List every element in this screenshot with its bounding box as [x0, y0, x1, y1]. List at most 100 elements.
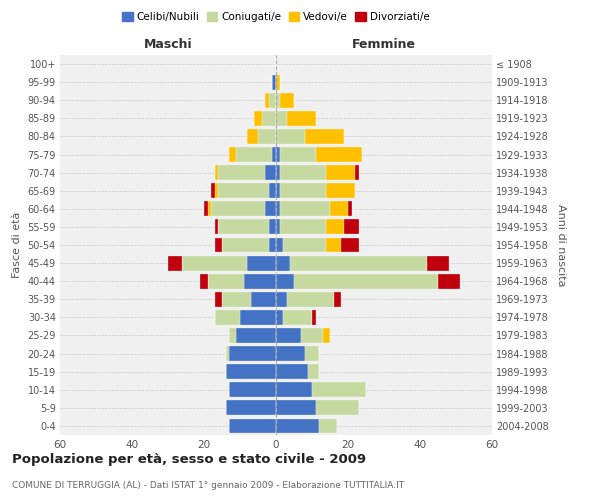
Bar [276, 418, 319, 434]
Bar [276, 93, 280, 108]
Bar [226, 364, 276, 379]
Bar [276, 328, 301, 343]
Bar [276, 364, 308, 379]
Bar [218, 165, 265, 180]
Bar [229, 346, 276, 361]
Text: Femmine: Femmine [352, 38, 416, 52]
Bar [305, 129, 344, 144]
Bar [229, 328, 236, 343]
Bar [287, 292, 334, 306]
Bar [247, 129, 258, 144]
Bar [276, 147, 280, 162]
Bar [236, 147, 272, 162]
Bar [244, 274, 276, 288]
Bar [168, 256, 182, 270]
Bar [272, 74, 276, 90]
Bar [222, 238, 269, 252]
Bar [229, 147, 236, 162]
Bar [334, 292, 341, 306]
Bar [276, 220, 280, 234]
Bar [247, 256, 276, 270]
Bar [215, 165, 218, 180]
Bar [236, 328, 276, 343]
Bar [240, 310, 276, 325]
Bar [330, 202, 348, 216]
Bar [280, 165, 326, 180]
Bar [280, 220, 326, 234]
Bar [269, 238, 276, 252]
Bar [276, 382, 312, 397]
Bar [312, 382, 366, 397]
Bar [269, 220, 276, 234]
Bar [276, 129, 305, 144]
Bar [323, 328, 330, 343]
Bar [211, 202, 265, 216]
Bar [276, 238, 283, 252]
Bar [316, 400, 359, 415]
Text: COMUNE DI TERRUGGIA (AL) - Dati ISTAT 1° gennaio 2009 - Elaborazione TUTTITALIA.: COMUNE DI TERRUGGIA (AL) - Dati ISTAT 1°… [12, 480, 404, 490]
Bar [290, 256, 427, 270]
Bar [208, 202, 211, 216]
Bar [283, 238, 326, 252]
Bar [226, 400, 276, 415]
Bar [251, 292, 276, 306]
Bar [276, 256, 290, 270]
Bar [308, 364, 319, 379]
Bar [427, 256, 449, 270]
Bar [215, 292, 222, 306]
Bar [283, 310, 312, 325]
Bar [208, 274, 244, 288]
Bar [215, 184, 218, 198]
Bar [312, 310, 316, 325]
Bar [200, 274, 208, 288]
Bar [222, 292, 251, 306]
Bar [280, 147, 316, 162]
Bar [276, 310, 283, 325]
Y-axis label: Fasce di età: Fasce di età [12, 212, 22, 278]
Bar [215, 238, 222, 252]
Bar [276, 274, 294, 288]
Bar [341, 238, 359, 252]
Bar [276, 111, 287, 126]
Bar [276, 202, 280, 216]
Bar [276, 346, 305, 361]
Bar [182, 256, 247, 270]
Bar [326, 238, 341, 252]
Bar [269, 184, 276, 198]
Bar [218, 184, 269, 198]
Bar [280, 93, 294, 108]
Bar [215, 220, 218, 234]
Bar [316, 147, 362, 162]
Bar [272, 147, 276, 162]
Bar [305, 346, 319, 361]
Y-axis label: Anni di nascita: Anni di nascita [556, 204, 566, 286]
Bar [276, 74, 280, 90]
Bar [326, 220, 344, 234]
Bar [218, 220, 269, 234]
Bar [280, 184, 326, 198]
Bar [254, 111, 262, 126]
Bar [438, 274, 460, 288]
Bar [344, 220, 359, 234]
Bar [229, 418, 276, 434]
Bar [294, 274, 438, 288]
Bar [276, 400, 316, 415]
Bar [226, 346, 229, 361]
Bar [319, 418, 337, 434]
Bar [326, 184, 355, 198]
Bar [276, 165, 280, 180]
Bar [265, 202, 276, 216]
Bar [258, 129, 276, 144]
Text: Maschi: Maschi [143, 38, 193, 52]
Bar [204, 202, 208, 216]
Legend: Celibi/Nubili, Coniugati/e, Vedovi/e, Divorziati/e: Celibi/Nubili, Coniugati/e, Vedovi/e, Di… [118, 8, 434, 26]
Bar [265, 93, 269, 108]
Bar [280, 202, 330, 216]
Bar [355, 165, 359, 180]
Text: Popolazione per età, sesso e stato civile - 2009: Popolazione per età, sesso e stato civil… [12, 454, 366, 466]
Bar [269, 93, 276, 108]
Bar [301, 328, 323, 343]
Bar [215, 310, 240, 325]
Bar [265, 165, 276, 180]
Bar [276, 292, 287, 306]
